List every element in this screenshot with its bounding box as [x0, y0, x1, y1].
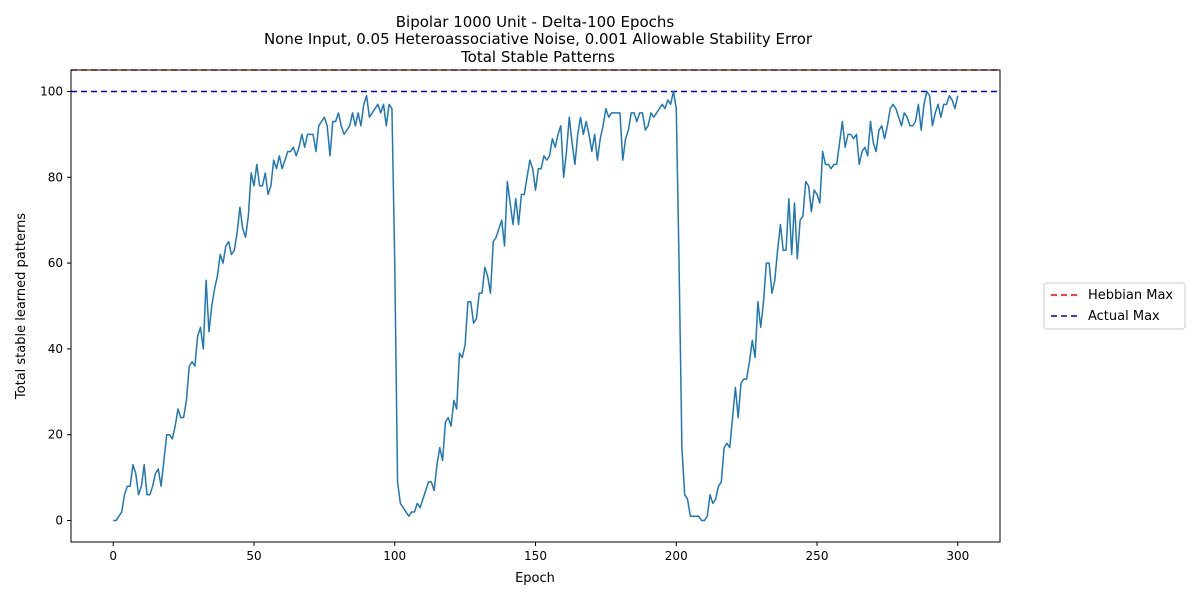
- legend-label-actual-max: Actual Max: [1088, 309, 1160, 324]
- y-axis-label: Total stable learned patterns: [14, 213, 29, 400]
- x-tick-label: 100: [383, 549, 406, 563]
- chart-title-line-3: Total Stable Patterns: [460, 48, 615, 66]
- chart-title: Bipolar 1000 Unit - Delta-100 Epochs Non…: [264, 13, 813, 66]
- y-tick-label: 60: [48, 256, 63, 270]
- x-tick-label: 0: [109, 549, 117, 563]
- chart-title-line-1: Bipolar 1000 Unit - Delta-100 Epochs: [396, 13, 675, 31]
- y-tick-label: 0: [55, 514, 63, 528]
- y-tick-label: 40: [48, 342, 63, 356]
- legend-box: [1043, 282, 1186, 330]
- legend-label-hebbian-max: Hebbian Max: [1088, 288, 1173, 303]
- y-tick-label: 100: [40, 84, 63, 98]
- x-tick-label: 300: [946, 549, 969, 563]
- x-tick-label: 200: [665, 549, 688, 563]
- x-axis: 0 50 100 150 200 250 300: [109, 542, 969, 563]
- y-axis: 0 20 40 60 80 100: [40, 84, 71, 528]
- plot-area: [71, 69, 1000, 522]
- y-tick-label: 20: [48, 428, 63, 442]
- x-tick-label: 50: [246, 549, 261, 563]
- plot-frame: [70, 69, 1001, 543]
- x-axis-label: Epoch: [515, 571, 555, 586]
- y-tick-label: 80: [48, 170, 63, 184]
- chart-title-line-2: None Input, 0.05 Heteroassociative Noise…: [264, 30, 813, 48]
- x-tick-label: 150: [524, 549, 547, 563]
- x-tick-label: 250: [806, 549, 829, 563]
- series-line-0: [113, 90, 959, 522]
- legend: Hebbian Max Actual Max: [1043, 282, 1186, 330]
